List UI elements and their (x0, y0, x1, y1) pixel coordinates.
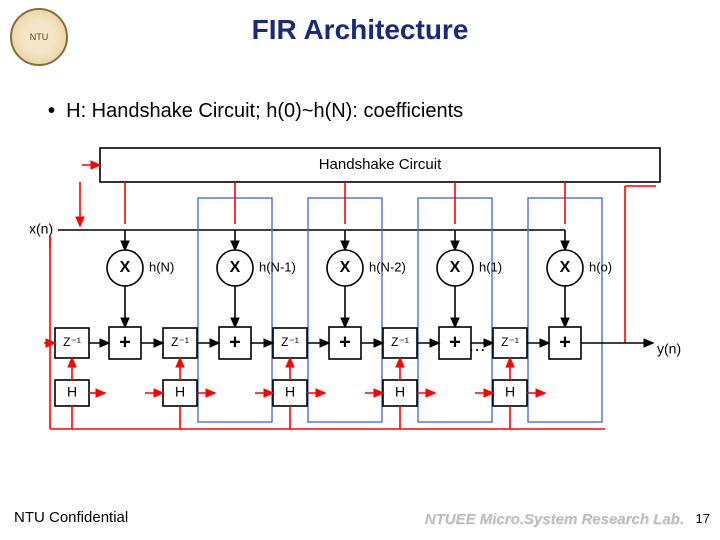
svg-text:Z⁻¹: Z⁻¹ (281, 335, 299, 349)
slide: NTU FIR Architecture • H: Handshake Circ… (0, 0, 720, 540)
svg-text:Handshake Circuit: Handshake Circuit (319, 156, 442, 173)
svg-text:y(n): y(n) (657, 341, 681, 357)
fir-diagram: Handshake Circuit x(n) Z⁻¹ y(n) Xh(N) + Xh(N-1… (30, 140, 690, 440)
svg-text:H: H (395, 384, 405, 400)
svg-text:h(N-1): h(N-1) (259, 259, 296, 274)
svg-text:X: X (230, 259, 241, 276)
svg-text:Z⁻¹: Z⁻¹ (171, 335, 189, 349)
svg-text:h(N): h(N) (149, 259, 174, 274)
bullet-content: H: Handshake Circuit; h(0)~h(N): coeffic… (66, 100, 463, 122)
svg-text:Z⁻¹: Z⁻¹ (391, 335, 409, 349)
svg-text:h(1): h(1) (479, 259, 502, 274)
footer-lab: NTUEE Micro.System Research Lab. (425, 511, 684, 528)
svg-text:x(n): x(n) (30, 221, 53, 237)
svg-text:Z⁻¹: Z⁻¹ (501, 335, 519, 349)
footer-confidential: NTU Confidential (14, 509, 128, 526)
bullet-text: • H: Handshake Circuit; h(0)~h(N): coeff… (48, 100, 463, 123)
page-number: 17 (696, 511, 710, 526)
svg-text:H: H (505, 384, 515, 400)
svg-text:H: H (175, 384, 185, 400)
svg-text:H: H (285, 384, 295, 400)
svg-text:+: + (339, 331, 351, 353)
svg-text:+: + (559, 331, 571, 353)
svg-text:+: + (229, 331, 241, 353)
svg-text:h(N-2): h(N-2) (369, 259, 406, 274)
svg-text:+: + (119, 331, 131, 353)
svg-text:H: H (67, 384, 77, 400)
svg-text:X: X (340, 259, 351, 276)
svg-text:X: X (120, 259, 131, 276)
svg-text:Z⁻¹: Z⁻¹ (63, 335, 81, 349)
svg-text:h(o): h(o) (589, 259, 612, 274)
svg-text:X: X (450, 259, 461, 276)
svg-text:…: … (468, 335, 486, 355)
svg-text:X: X (560, 259, 571, 276)
svg-text:+: + (449, 331, 461, 353)
slide-title: FIR Architecture (0, 14, 720, 46)
